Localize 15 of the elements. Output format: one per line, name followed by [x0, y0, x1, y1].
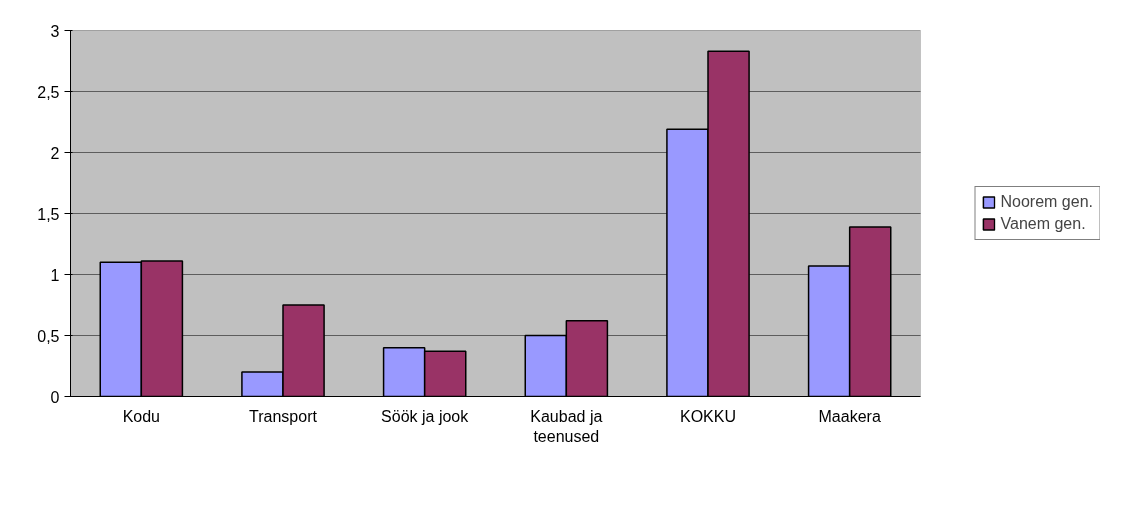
y-tick-label: 3 [50, 22, 60, 40]
legend-label: Noorem gen. [1000, 193, 1093, 211]
y-tick-label: 0,5 [37, 327, 60, 345]
legend-label: Vanem gen. [1000, 215, 1086, 233]
x-tick-label: Transport [249, 407, 318, 425]
x-tick-label: Kodu [122, 407, 161, 425]
x-tick-label: Söök ja jook [381, 407, 470, 425]
x-tick-label: KOKKU [679, 407, 737, 425]
y-tick-label: 0 [50, 388, 60, 406]
y-tick-label: 1 [50, 266, 60, 284]
x-tick-label: Kaubad ja teenused [530, 407, 603, 445]
x-tick-label: Maakera [818, 407, 881, 425]
y-tick-label: 2 [50, 144, 60, 162]
y-tick-label: 1,5 [37, 205, 60, 223]
y-tick-label: 2,5 [37, 83, 60, 101]
